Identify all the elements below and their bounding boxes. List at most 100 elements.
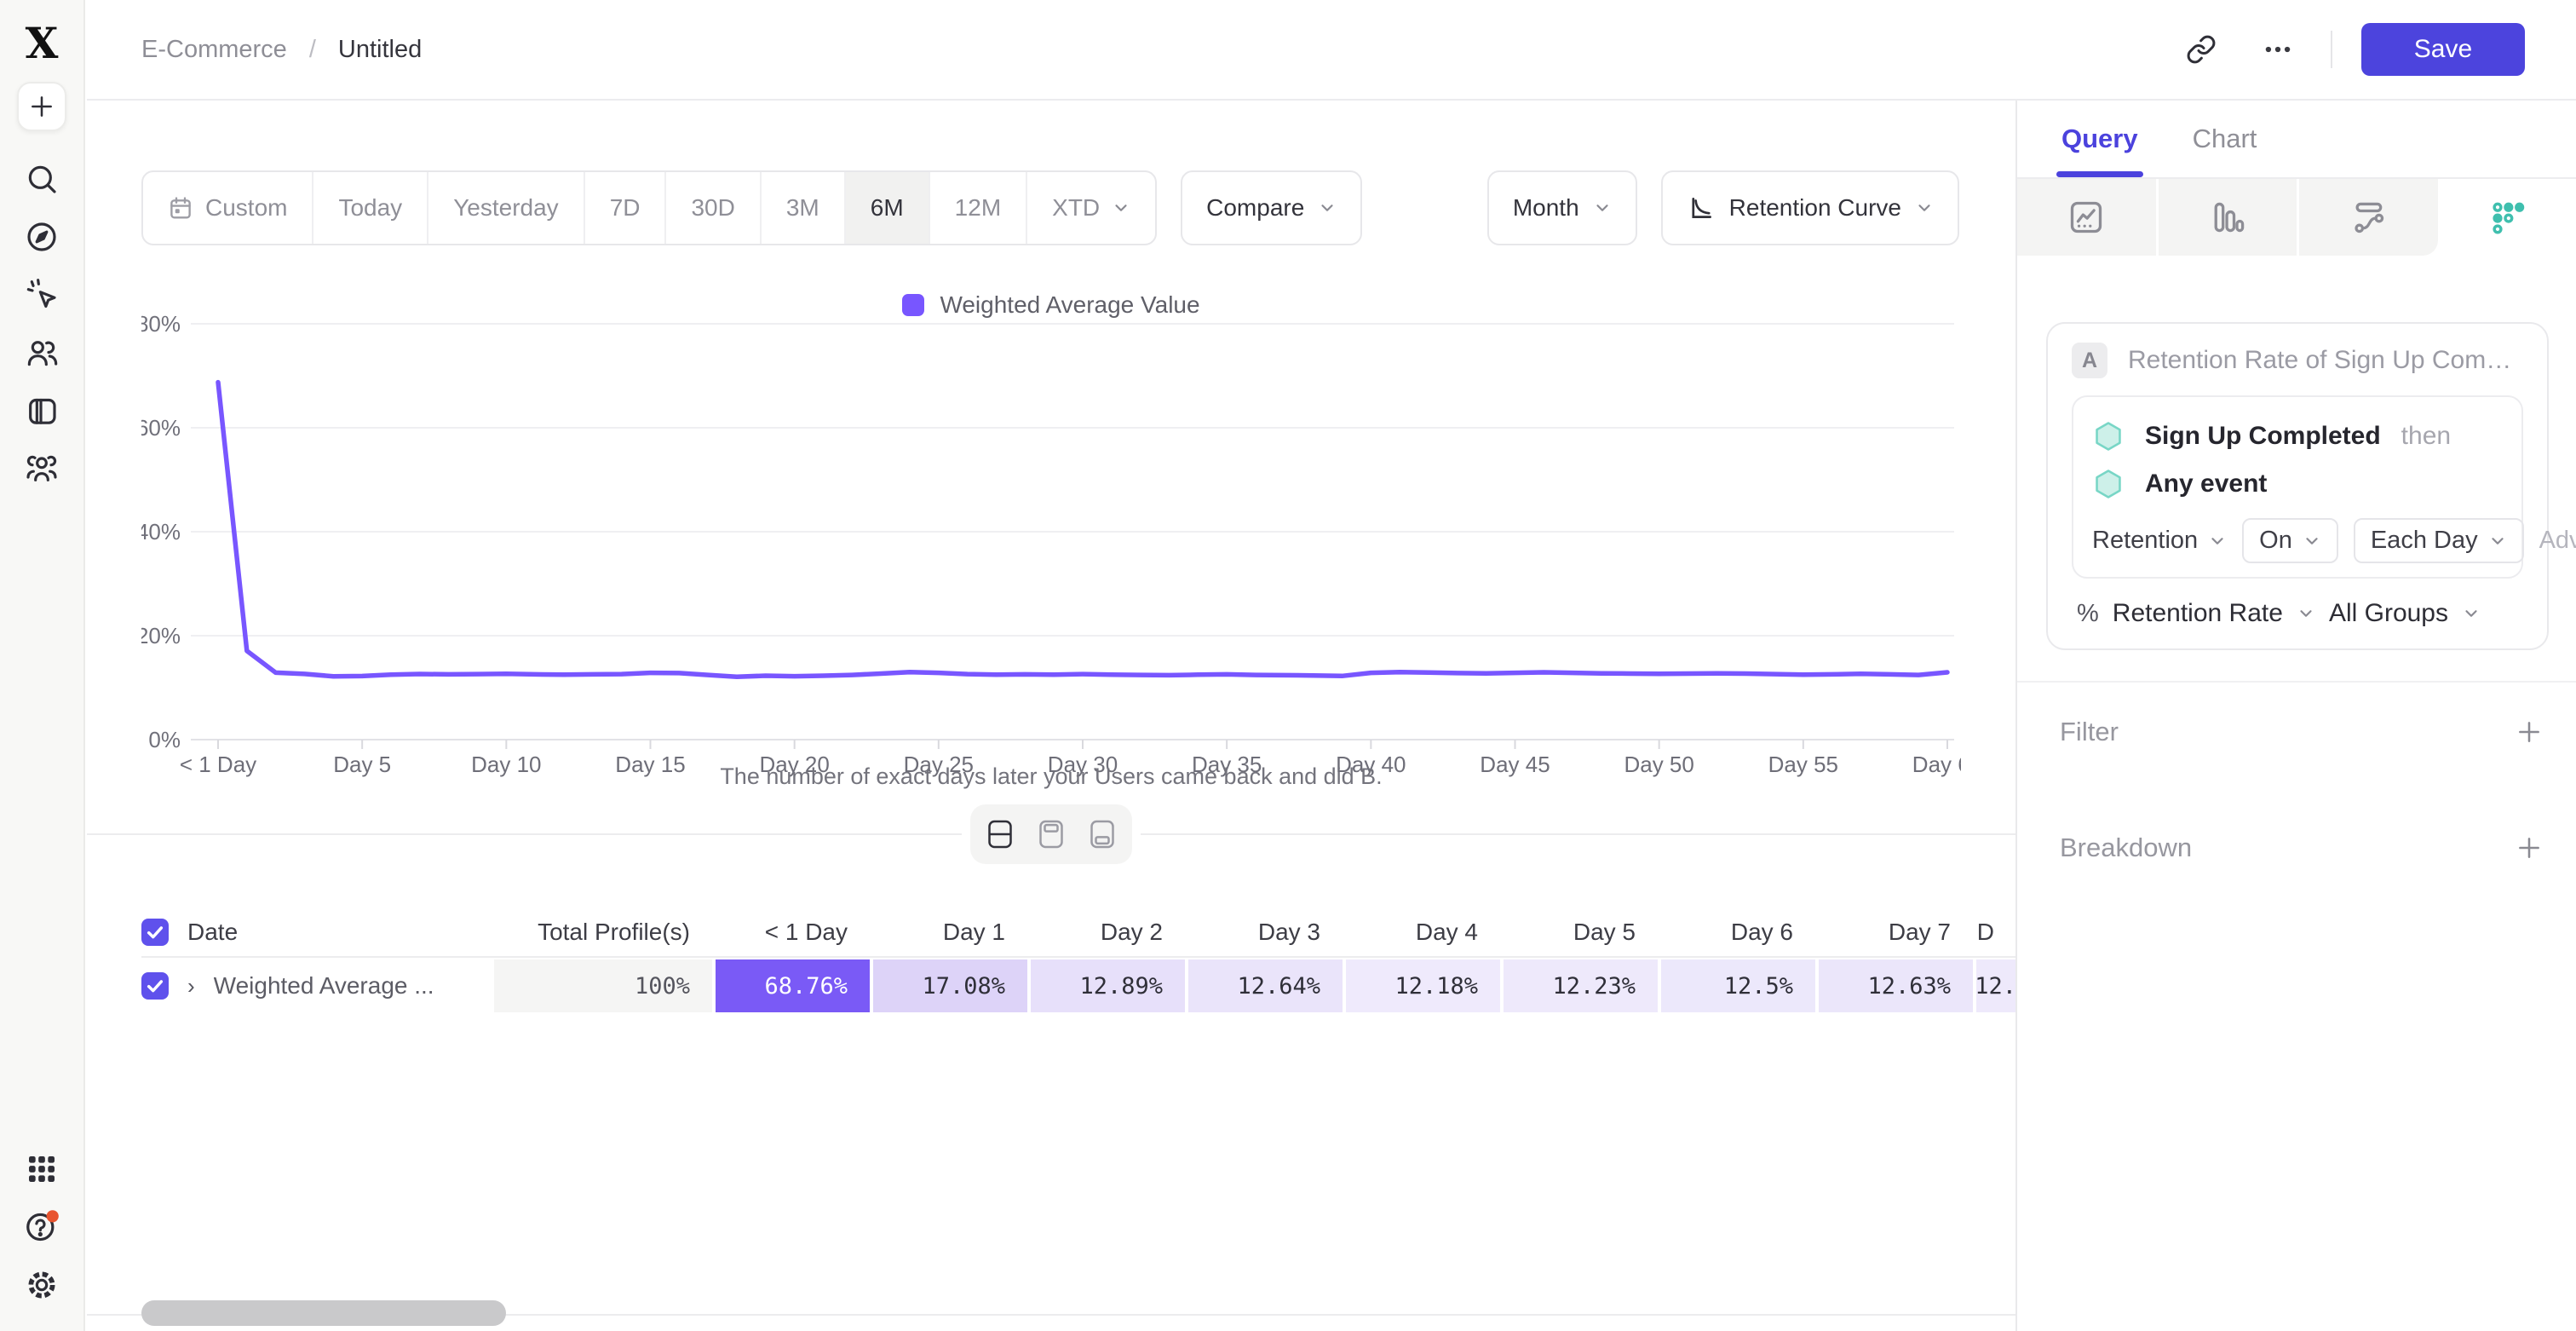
retention-events-card: Sign Up Completed then Any event Retenti…: [2072, 395, 2576, 579]
x-tick-label: Day 50: [1624, 752, 1693, 777]
percent-icon: %: [2077, 599, 2099, 627]
row-label: Weighted Average ...: [213, 972, 434, 999]
x-tick-label: Day 40: [1336, 752, 1406, 777]
advanced-dropdown[interactable]: Adv...: [2539, 527, 2576, 554]
group-icon: [25, 452, 59, 486]
event-row-return[interactable]: Any event: [2092, 460, 2503, 508]
retention-line-chart: 0% 20% 40% 60% 80% < 1 Day Day 5 Day 10 Day 15 Da…: [141, 311, 1961, 777]
users-button[interactable]: [18, 329, 66, 377]
settings-button[interactable]: [18, 1261, 66, 1309]
compare-dropdown[interactable]: Compare: [1181, 170, 1363, 245]
chart-legend[interactable]: Weighted Average Value: [87, 291, 2015, 319]
save-button[interactable]: Save: [2361, 23, 2525, 76]
range-7d[interactable]: 7D: [585, 172, 667, 244]
x-tick-label: Day 10: [471, 752, 541, 777]
range-custom[interactable]: Custom: [143, 172, 314, 244]
more-options-button[interactable]: [2254, 26, 2302, 73]
chevron-down-icon: [2208, 532, 2227, 550]
event-name: Any event: [2145, 470, 2268, 498]
report-canvas: Custom Today Yesterday 7D 30D 3M 6M 12M XTD Comp…: [87, 101, 2015, 1331]
metric-dropdown[interactable]: Retention Rate: [2112, 599, 2283, 627]
cursor-spark-icon: [25, 278, 59, 312]
retention-controls: Retention On Each Day Adv...: [2092, 518, 2576, 563]
chevron-down-icon: [1593, 199, 1612, 217]
report-type-flows[interactable]: [2299, 179, 2438, 256]
range-12m[interactable]: 12M: [930, 172, 1028, 244]
help-icon: [23, 1208, 60, 1246]
hexagon-icon: [2092, 468, 2125, 500]
events-button[interactable]: [18, 271, 66, 319]
add-filter-button[interactable]: [2515, 717, 2544, 746]
range-label: XTD: [1052, 194, 1101, 221]
x-tick-label: Day 15: [615, 752, 685, 777]
explore-button[interactable]: [18, 213, 66, 261]
legend-label: Weighted Average Value: [940, 291, 1200, 318]
event-row-born[interactable]: Sign Up Completed then: [2092, 412, 2503, 460]
query-panel: Query Chart A Retention Rate of S: [2015, 101, 2576, 1331]
view-toggle-group: [970, 804, 1132, 864]
retention-cell: 12.89%: [1031, 959, 1185, 1012]
select-all-checkbox[interactable]: [141, 919, 169, 946]
report-type-funnels[interactable]: [2158, 179, 2299, 256]
panel-divider: [2017, 681, 2576, 683]
range-6m[interactable]: 6M: [845, 172, 930, 244]
range-label: 3M: [785, 194, 819, 221]
add-breakdown-button[interactable]: [2515, 833, 2544, 862]
help-button[interactable]: [18, 1203, 66, 1251]
table-bottom-border: [87, 1314, 2015, 1316]
expand-row-chevron[interactable]: ›: [187, 972, 195, 999]
tab-chart[interactable]: Chart: [2192, 124, 2257, 153]
table-row: › Weighted Average ... 100% 68.76% 17.08% 12.…: [141, 959, 2015, 1012]
retention-cell: 68.76%: [716, 959, 870, 1012]
row-checkbox[interactable]: [141, 972, 169, 1000]
breadcrumb-project[interactable]: E-Commerce: [141, 35, 287, 63]
boards-button[interactable]: [18, 387, 66, 435]
report-type-retention[interactable]: [2437, 179, 2576, 256]
copy-link-button[interactable]: [2177, 26, 2225, 73]
report-type-insights[interactable]: [2017, 179, 2159, 256]
create-new-button[interactable]: [17, 82, 66, 131]
breadcrumb: E-Commerce / Untitled: [141, 36, 422, 64]
range-label: Yesterday: [453, 194, 559, 221]
range-30d[interactable]: 30D: [666, 172, 762, 244]
view-toggle-chart-only-view[interactable]: [1028, 811, 1074, 857]
range-3m[interactable]: 3M: [762, 172, 846, 244]
groups-dropdown[interactable]: All Groups: [2328, 599, 2448, 627]
search-button[interactable]: [18, 155, 66, 203]
search-icon: [25, 162, 59, 196]
retention-series-line: [216, 379, 1950, 679]
breadcrumb-report-title[interactable]: Untitled: [337, 35, 423, 63]
horizontal-scrollbar-thumb[interactable]: [141, 1300, 506, 1326]
flows-icon: [2349, 199, 2387, 236]
range-yesterday[interactable]: Yesterday: [428, 172, 585, 244]
insights-icon: [2067, 199, 2105, 236]
retention-cell: 12.18%: [1346, 959, 1500, 1012]
tab-query[interactable]: Query: [2056, 101, 2143, 177]
board-icon: [25, 394, 59, 428]
legend-swatch: [902, 294, 925, 316]
y-tick-label: 20%: [141, 623, 181, 648]
range-today[interactable]: Today: [313, 172, 429, 244]
granularity-dropdown[interactable]: Month: [1486, 170, 1637, 245]
step-title: Retention Rate of Sign Up Compl...: [2128, 346, 2523, 374]
column-header: Day 1: [942, 919, 1005, 945]
retention-cell: 12.63%: [1819, 959, 1973, 1012]
retention-curve-icon: [1687, 193, 1716, 222]
compass-icon: [25, 220, 59, 254]
breakdown-label: Breakdown: [2060, 833, 2193, 862]
on-dropdown[interactable]: On: [2242, 518, 2338, 563]
column-header: Day 3: [1257, 919, 1320, 945]
frequency-dropdown[interactable]: Each Day: [2353, 518, 2524, 563]
retention-mode-dropdown[interactable]: Retention: [2092, 527, 2227, 555]
view-toggle-split-view[interactable]: [977, 811, 1023, 857]
view-toggle-table-only-view[interactable]: [1079, 811, 1125, 857]
y-tick-label: 80%: [141, 311, 181, 337]
range-xtd[interactable]: XTD: [1027, 172, 1155, 244]
chevron-down-icon: [2297, 604, 2315, 623]
chart-style-dropdown[interactable]: Retention Curve: [1660, 170, 1959, 245]
retention-cell: 100%: [494, 959, 712, 1012]
date-range-segmented-control: Custom Today Yesterday 7D 30D 3M 6M 12M XTD: [141, 170, 1158, 245]
cohorts-button[interactable]: [18, 445, 66, 493]
apps-grid-button[interactable]: [18, 1145, 66, 1193]
date-column-header: Date: [141, 919, 491, 946]
